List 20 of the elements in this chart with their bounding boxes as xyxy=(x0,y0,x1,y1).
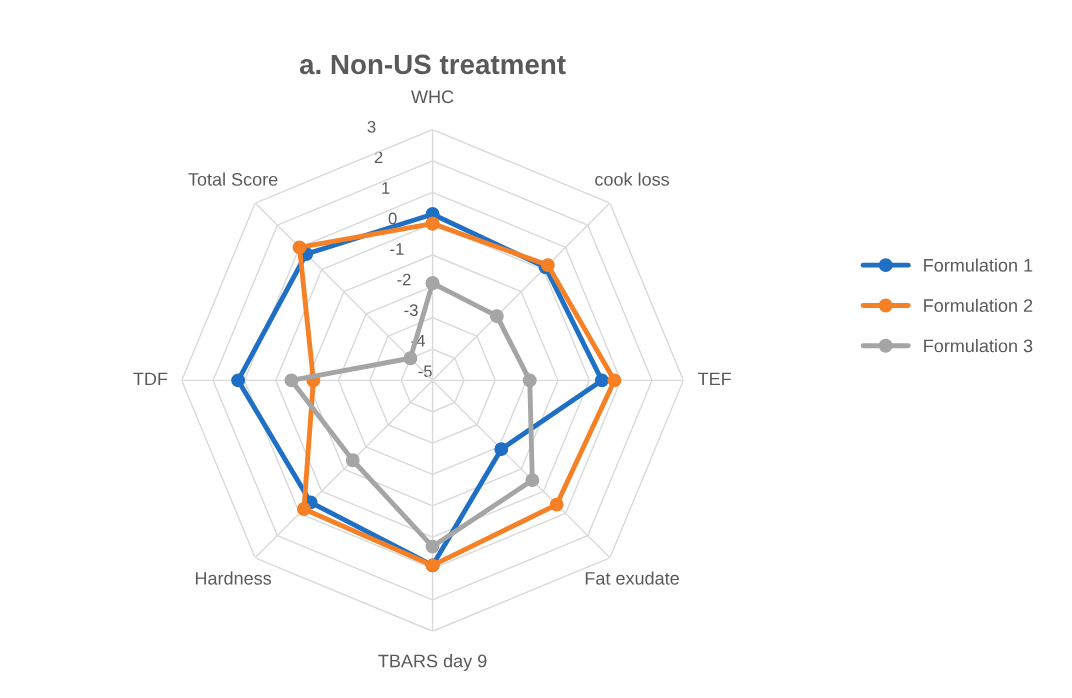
spoke-label: TBARS day 9 xyxy=(378,654,487,671)
legend-label: Formulation 1 xyxy=(924,258,1033,272)
y-tick-label: -1 xyxy=(390,243,404,255)
y-tick-label: -2 xyxy=(397,273,411,286)
legend-label: Formulation 3 xyxy=(924,339,1033,353)
spoke-label: WHC xyxy=(411,90,454,104)
y-tick-label: 0 xyxy=(388,212,397,225)
spoke-label: Hardness xyxy=(195,571,272,585)
legend-label: Formulation 2 xyxy=(924,298,1033,312)
y-tick-label: 3 xyxy=(367,120,376,133)
y-tick-label: 2 xyxy=(374,151,383,164)
spoke-label: TEF xyxy=(698,372,731,386)
chart-title: a. Non-US treatment xyxy=(299,54,566,75)
y-tick-label: -5 xyxy=(418,365,432,378)
spoke-label: Fat exudate xyxy=(585,571,679,585)
y-tick-label: -3 xyxy=(404,304,418,317)
y-tick-label: 1 xyxy=(382,182,390,194)
spoke-label: Total Score xyxy=(188,172,278,186)
spoke-label: cook loss xyxy=(595,172,670,186)
spoke-label: TDF xyxy=(133,372,168,386)
